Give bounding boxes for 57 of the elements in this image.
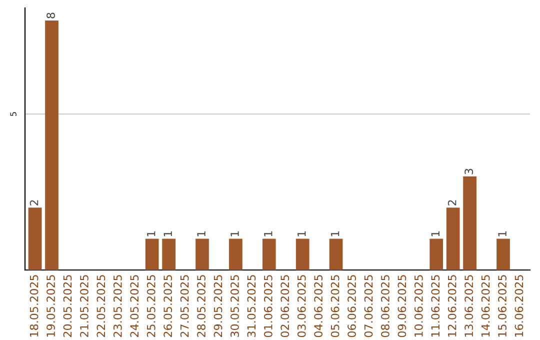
bar xyxy=(446,208,460,270)
x-tick-label: 16.06.2025 xyxy=(514,275,524,337)
x-tick-label: 13.06.2025 xyxy=(464,275,474,337)
data-label: 1 xyxy=(498,231,506,236)
bar xyxy=(45,20,58,270)
bar xyxy=(296,238,310,270)
x-tick-label: 20.05.2025 xyxy=(63,275,72,337)
x-tick-label: 03.06.2025 xyxy=(297,275,306,338)
data-label: 1 xyxy=(264,231,272,236)
bar xyxy=(430,238,444,270)
x-tick-label: 27.05.2025 xyxy=(180,275,189,337)
x-tick-label: 02.06.2025 xyxy=(280,275,290,338)
bar xyxy=(496,238,510,270)
x-tick-label: 28.05.2025 xyxy=(197,275,206,337)
bar xyxy=(229,238,242,270)
bar xyxy=(196,238,209,270)
x-tick-label: 25.05.2025 xyxy=(146,275,156,337)
x-tick-label: 31.05.2025 xyxy=(247,275,256,337)
data-label: 1 xyxy=(147,231,156,236)
bar xyxy=(162,238,176,270)
data-label: 1 xyxy=(330,231,340,236)
x-tick-label: 14.06.2025 xyxy=(481,275,490,337)
x-tick-label: 23.05.2025 xyxy=(113,275,122,337)
x-tick-label: 12.06.2025 xyxy=(448,275,456,337)
x-tick-label: 22.05.2025 xyxy=(96,275,106,337)
bar xyxy=(262,238,276,270)
x-tick-label: 29.05.2025 xyxy=(214,275,222,337)
bar xyxy=(28,208,42,270)
data-label: 3 xyxy=(464,168,474,174)
x-tick-label: 18.05.2025 xyxy=(30,275,38,337)
x-tick-label: 21.05.2025 xyxy=(80,275,88,337)
bar xyxy=(145,238,159,270)
data-label: 1 xyxy=(431,231,440,236)
data-label: 1 xyxy=(164,231,172,236)
x-tick-label: 11.06.2025 xyxy=(431,275,440,337)
bar xyxy=(329,238,343,270)
data-label: 2 xyxy=(448,200,456,206)
x-tick-label: 06.06.2025 xyxy=(348,275,356,338)
x-tick-label: 30.05.2025 xyxy=(230,275,239,337)
data-label: 2 xyxy=(30,200,38,206)
x-tick-label: 05.06.2025 xyxy=(330,275,340,338)
x-tick-label: 26.05.2025 xyxy=(164,275,172,337)
data-label: 1 xyxy=(197,231,206,236)
x-tick-label: 10.06.2025 xyxy=(414,275,423,337)
x-tick-label: 24.05.2025 xyxy=(130,275,139,337)
x-tick-label: 07.06.2025 xyxy=(364,275,373,338)
x-tick-label: 08.06.2025 xyxy=(381,275,390,338)
x-tick-label: 15.06.2025 xyxy=(498,275,506,337)
data-label: 1 xyxy=(230,231,239,236)
y-tick-label: 5 xyxy=(10,112,16,116)
x-tick-label: 09.06.2025 xyxy=(398,275,406,338)
data-label: 1 xyxy=(298,231,306,236)
x-tick-label: 01.06.2025 xyxy=(264,275,272,338)
x-tick-label: 19.05.2025 xyxy=(46,275,55,337)
data-label: 8 xyxy=(46,12,55,18)
bar xyxy=(463,176,476,270)
x-tick-label: 04.06.2025 xyxy=(314,275,323,338)
